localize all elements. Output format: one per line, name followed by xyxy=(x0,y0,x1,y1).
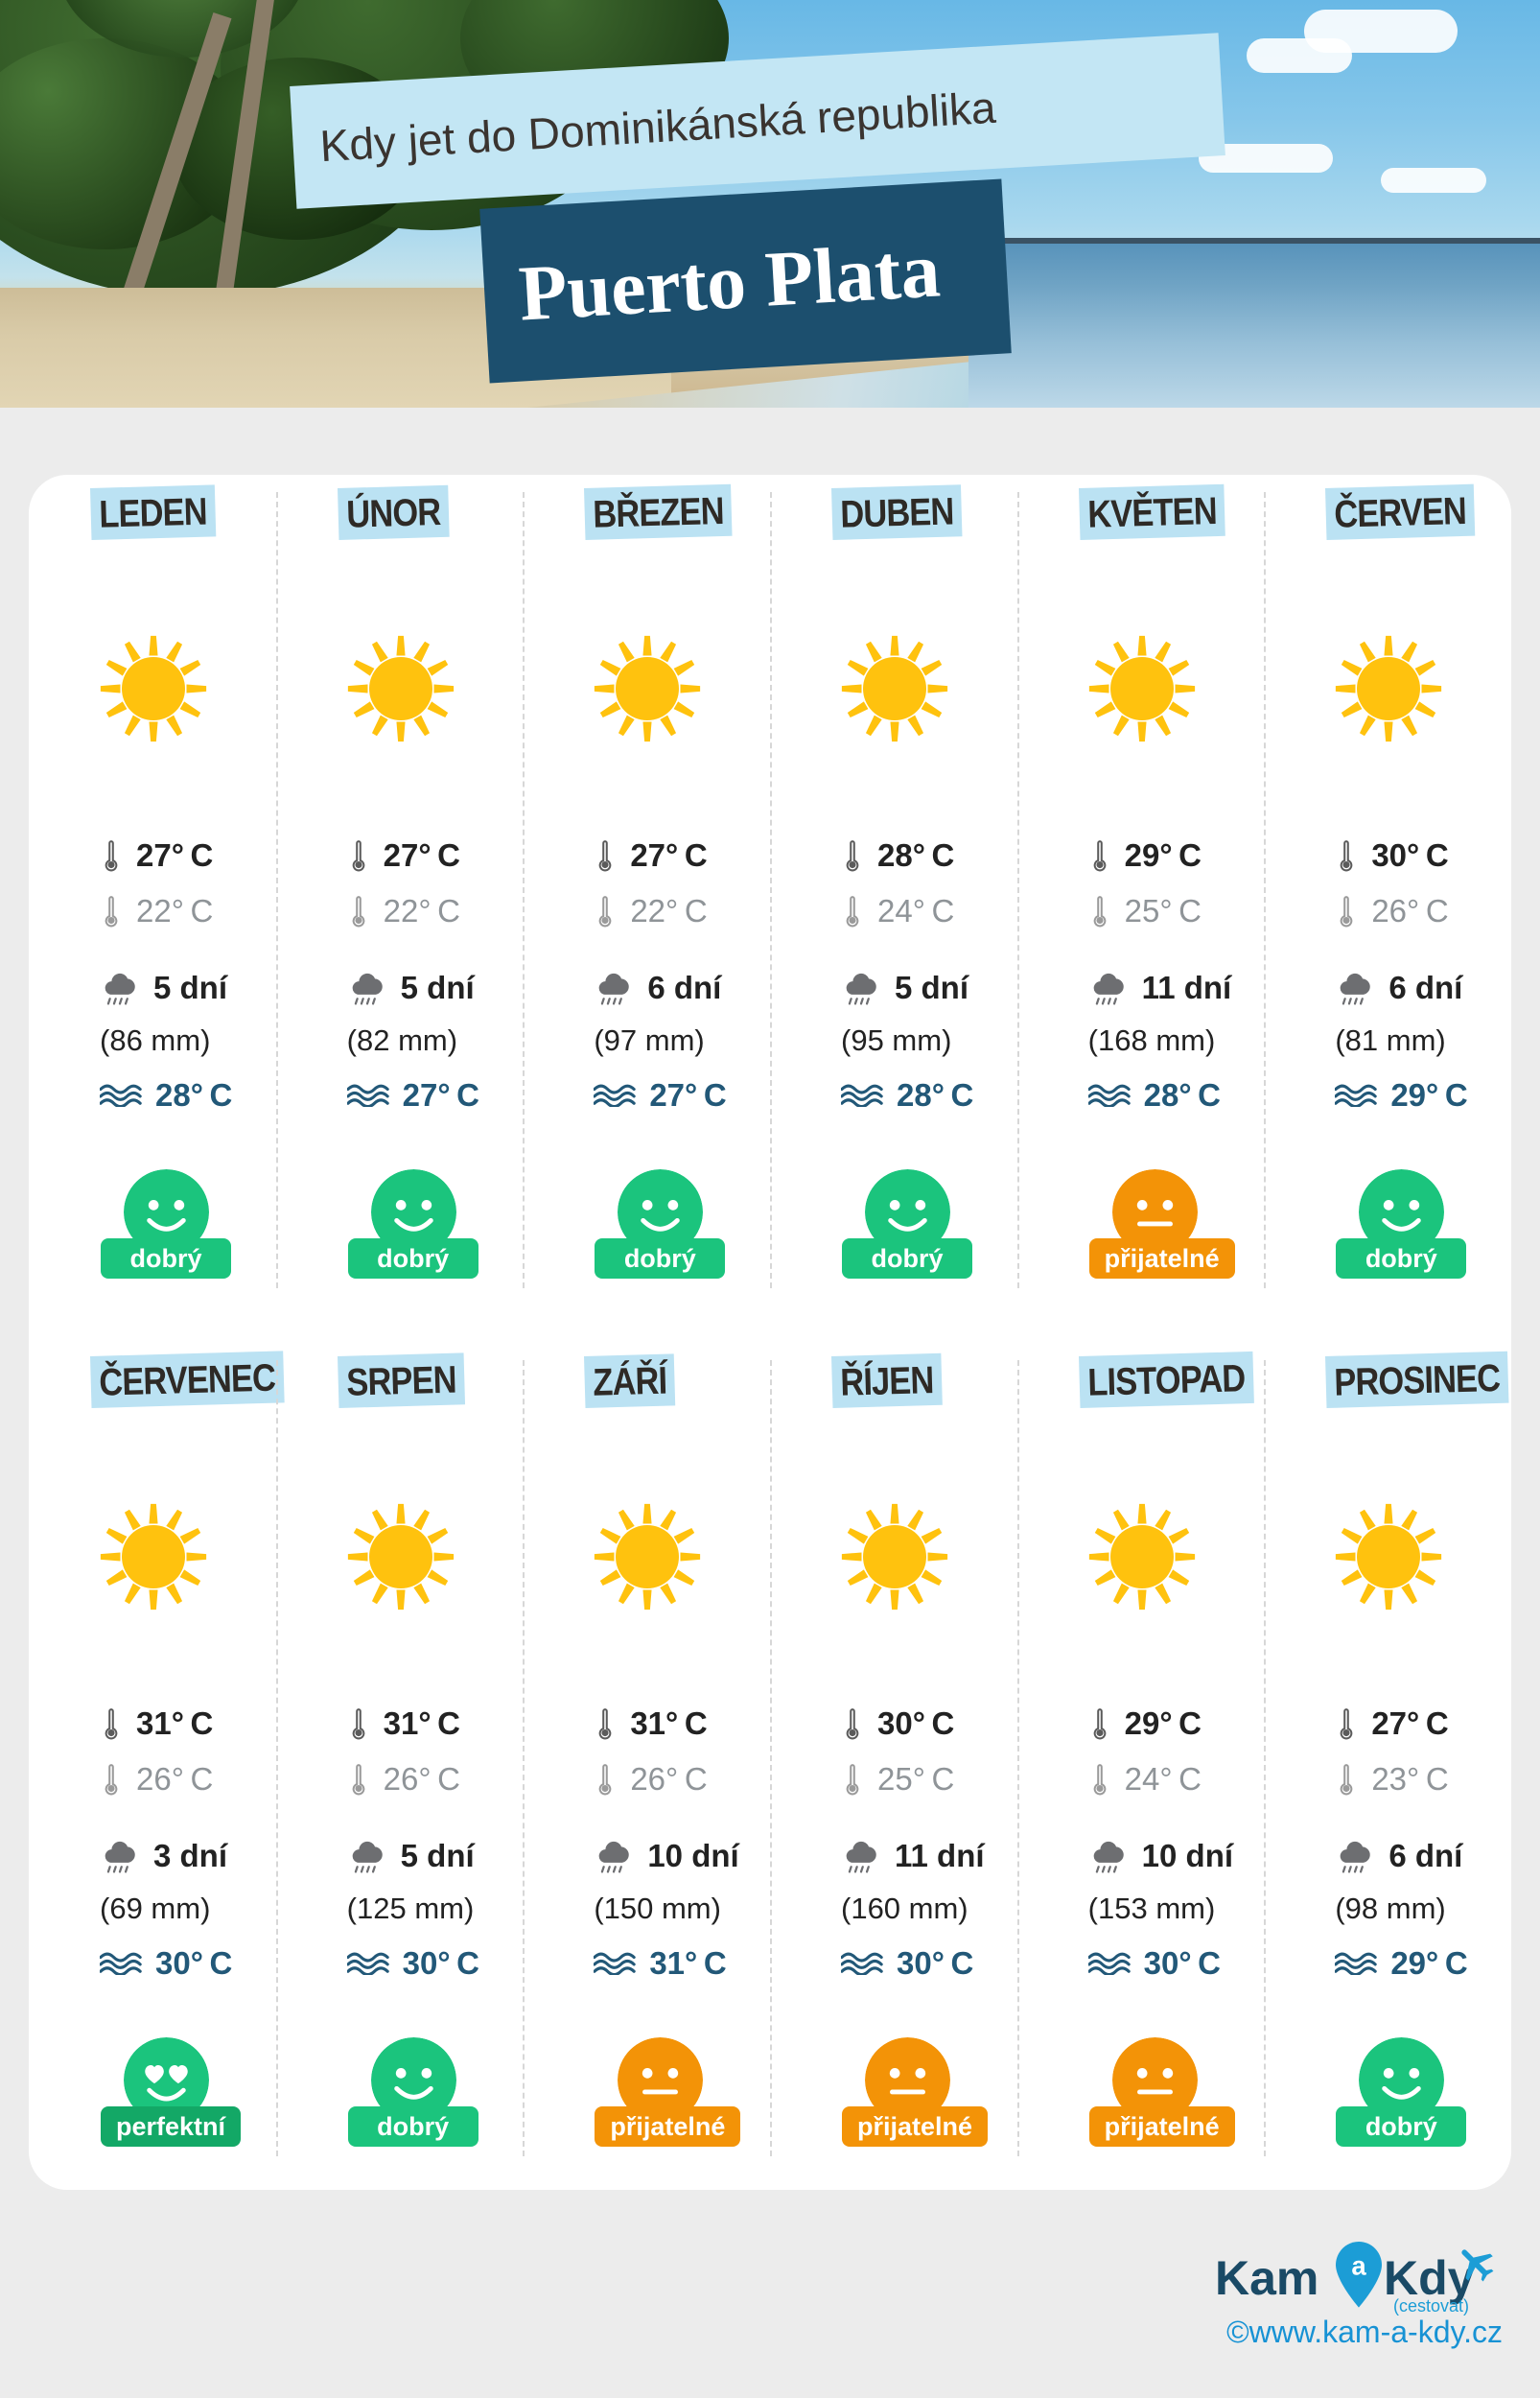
svg-text:Kam: Kam xyxy=(1215,2251,1318,2305)
svg-text:(cestovat): (cestovat) xyxy=(1393,2296,1469,2316)
svg-text:a: a xyxy=(1351,2251,1366,2281)
